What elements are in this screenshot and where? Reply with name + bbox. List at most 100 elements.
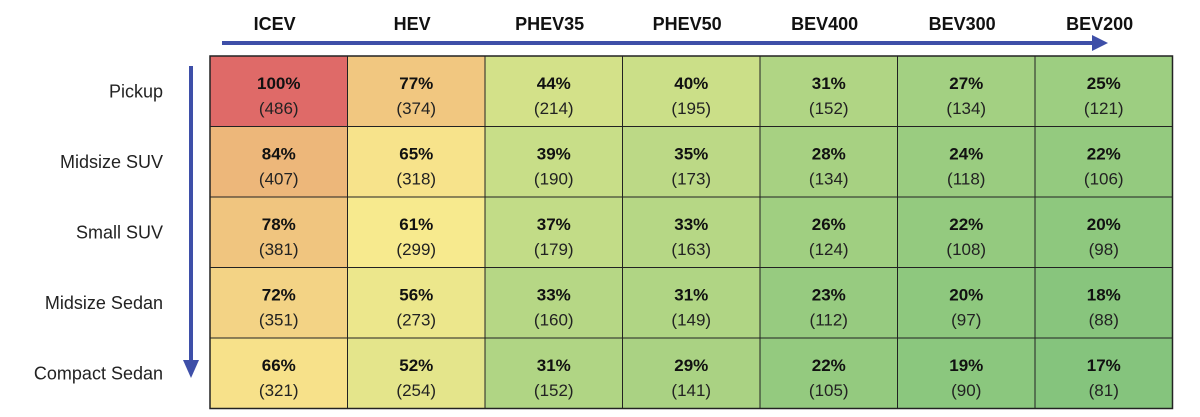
column-label-icev: ICEV	[254, 14, 296, 34]
heatmap-cell	[484, 126, 623, 198]
cell-value-label: (152)	[534, 381, 574, 400]
cell-percent-label: 20%	[949, 286, 983, 305]
cell-percent-label: 39%	[537, 145, 571, 164]
cell-percent-label: 29%	[674, 356, 708, 375]
heatmap-cell	[1034, 55, 1173, 127]
cell-percent-label: 31%	[537, 356, 571, 375]
cell-value-label: (374)	[396, 99, 436, 118]
cell-percent-label: 77%	[399, 74, 433, 93]
cell-value-label: (106)	[1084, 170, 1124, 189]
heatmap-cell	[1034, 126, 1173, 198]
cell-percent-label: 26%	[812, 215, 846, 234]
cell-percent-label: 22%	[812, 356, 846, 375]
cell-value-label: (486)	[259, 99, 299, 118]
heatmap-cell	[759, 267, 898, 339]
cell-percent-label: 35%	[674, 145, 708, 164]
cell-percent-label: 22%	[949, 215, 983, 234]
cell-value-label: (88)	[1089, 311, 1119, 330]
cell-value-label: (98)	[1089, 240, 1119, 259]
cell-value-label: (195)	[671, 99, 711, 118]
cell-percent-label: 61%	[399, 215, 433, 234]
cell-value-label: (149)	[671, 311, 711, 330]
cell-value-label: (351)	[259, 311, 299, 330]
cell-value-label: (105)	[809, 381, 849, 400]
heatmap-cell	[347, 126, 486, 198]
column-label-hev: HEV	[394, 14, 431, 34]
cell-value-label: (81)	[1089, 381, 1119, 400]
heatmap-cell	[209, 196, 348, 268]
cell-value-label: (90)	[951, 381, 981, 400]
heatmap-cell	[759, 126, 898, 198]
heatmap-cell	[622, 196, 761, 268]
cell-percent-label: 19%	[949, 356, 983, 375]
cell-value-label: (173)	[671, 170, 711, 189]
cell-value-label: (141)	[671, 381, 711, 400]
cell-percent-label: 31%	[674, 286, 708, 305]
column-label-phev50: PHEV50	[653, 14, 722, 34]
heatmap-cell	[209, 267, 348, 339]
cell-percent-label: 24%	[949, 145, 983, 164]
heatmap-cell	[622, 55, 761, 127]
heatmap-cell	[622, 126, 761, 198]
row-label-small-suv: Small SUV	[76, 222, 163, 242]
cell-value-label: (190)	[534, 170, 574, 189]
cell-value-label: (318)	[396, 170, 436, 189]
heatmap-cell	[484, 55, 623, 127]
cell-value-label: (163)	[671, 240, 711, 259]
cell-percent-label: 66%	[262, 356, 296, 375]
heatmap-border	[209, 55, 1174, 410]
column-label-bev200: BEV200	[1066, 14, 1133, 34]
cell-value-label: (160)	[534, 311, 574, 330]
heatmap-cell	[484, 267, 623, 339]
cell-percent-label: 52%	[399, 356, 433, 375]
heatmap-cell	[1034, 337, 1173, 409]
heatmap-cell	[1034, 196, 1173, 268]
cell-percent-label: 31%	[812, 74, 846, 93]
heatmap-cell	[347, 337, 486, 409]
cell-percent-label: 40%	[674, 74, 708, 93]
cell-percent-label: 100%	[257, 74, 300, 93]
cell-percent-label: 44%	[537, 74, 571, 93]
cell-percent-label: 22%	[1087, 145, 1121, 164]
heatmap-cell	[484, 337, 623, 409]
cell-percent-label: 33%	[537, 286, 571, 305]
column-label-bev300: BEV300	[929, 14, 996, 34]
vertical-arrow-head-icon	[183, 360, 199, 378]
cell-percent-label: 33%	[674, 215, 708, 234]
cell-value-label: (299)	[396, 240, 436, 259]
row-label-pickup: Pickup	[109, 81, 163, 101]
cell-value-label: (179)	[534, 240, 574, 259]
cell-percent-label: 20%	[1087, 215, 1121, 234]
cell-percent-label: 25%	[1087, 74, 1121, 93]
cell-value-label: (254)	[396, 381, 436, 400]
heatmap-cell	[897, 126, 1036, 198]
cell-value-label: (273)	[396, 311, 436, 330]
horizontal-arrow-head-icon	[1092, 35, 1108, 51]
heatmap-cell	[484, 196, 623, 268]
cell-value-label: (97)	[951, 311, 981, 330]
cell-percent-label: 28%	[812, 145, 846, 164]
heatmap-cell	[897, 267, 1036, 339]
cell-value-label: (118)	[947, 170, 985, 189]
cell-value-label: (214)	[534, 99, 574, 118]
cell-value-label: (407)	[259, 170, 299, 189]
cell-percent-label: 72%	[262, 286, 296, 305]
row-label-midsize-suv: Midsize SUV	[60, 152, 163, 172]
cell-percent-label: 56%	[399, 286, 433, 305]
row-label-midsize-sedan: Midsize Sedan	[45, 293, 163, 313]
heatmap-cell	[897, 196, 1036, 268]
cell-percent-label: 27%	[949, 74, 983, 93]
cell-value-label: (321)	[259, 381, 299, 400]
cell-percent-label: 84%	[262, 145, 296, 164]
heatmap-cell	[347, 267, 486, 339]
cell-value-label: (134)	[946, 99, 986, 118]
cell-value-label: (112)	[810, 311, 848, 330]
cell-value-label: (134)	[809, 170, 849, 189]
cell-value-label: (121)	[1084, 99, 1124, 118]
column-label-phev35: PHEV35	[515, 14, 584, 34]
heatmap-cell	[347, 196, 486, 268]
heatmap-cell	[759, 337, 898, 409]
row-label-compact-sedan: Compact Sedan	[34, 363, 163, 383]
cell-value-label: (108)	[946, 240, 986, 259]
